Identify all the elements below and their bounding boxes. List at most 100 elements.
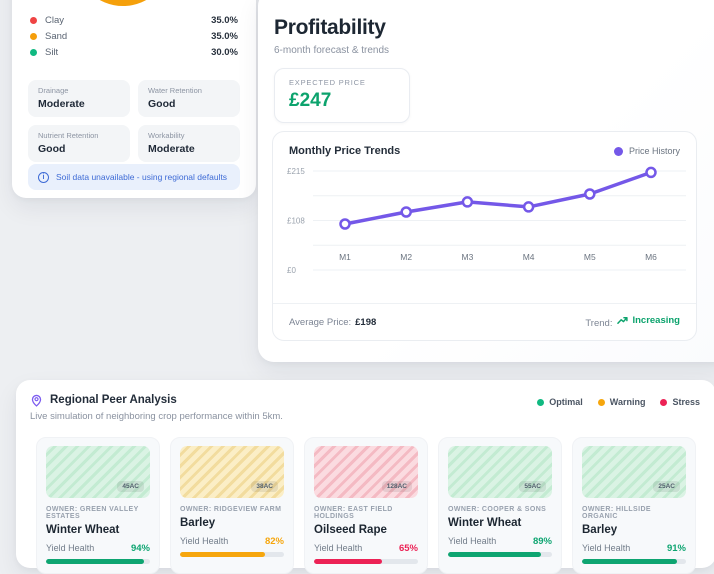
peer-cards-row: 45AC OWNER: GREEN VALLEY ESTATES Winter … (36, 437, 696, 574)
soil-legend: Clay 35.0% Sand 35.0% Silt 30.0% (30, 12, 238, 60)
peer-crop-name: Winter Wheat (46, 524, 120, 536)
field-hatch: 128AC (314, 446, 418, 498)
soil-legend-value: 30.0% (211, 46, 238, 58)
soil-pie-chart (75, 0, 171, 6)
profitability-card: Profitability 6-month forecast & trends … (258, 0, 714, 362)
soil-legend-label: Sand (45, 30, 68, 42)
svg-text:M4: M4 (523, 252, 535, 262)
yield-health-label: Yield Health (180, 536, 229, 546)
yield-bar-fill (314, 559, 382, 564)
soil-legend-item-clay: Clay 35.0% (30, 12, 238, 28)
field-hatch: 25AC (582, 446, 686, 498)
soil-legend-label: Clay (45, 14, 65, 26)
property-value: Good (38, 143, 66, 155)
legend-item-warning: Warning (597, 397, 646, 407)
svg-text:£215: £215 (287, 167, 305, 176)
property-value: Moderate (148, 143, 195, 155)
soil-legend-item-silt: Silt 30.0% (30, 44, 238, 60)
yield-health-label: Yield Health (448, 536, 497, 546)
page-subtitle: 6-month forecast & trends (274, 45, 390, 56)
price-history-dot-icon (613, 146, 623, 156)
soil-legend-label: Silt (45, 46, 59, 58)
peer-crop-name: Barley (180, 517, 216, 529)
yield-bar-track (448, 552, 552, 557)
soil-data-notice: i Soil data unavailable - using regional… (28, 164, 240, 190)
svg-text:M5: M5 (584, 252, 596, 262)
peer-card[interactable]: 55AC OWNER: COOPER & SONS Winter Wheat Y… (438, 437, 562, 574)
svg-text:M1: M1 (339, 252, 351, 262)
average-price-value: £198 (355, 316, 377, 328)
map-pin-icon (31, 394, 42, 407)
property-water-retention: Water Retention Good (138, 80, 240, 117)
yield-percent: 94% (130, 543, 150, 554)
peer-card[interactable]: 38AC OWNER: RIDGEVIEW FARM Barley Yield … (170, 437, 294, 574)
yield-bar-fill (180, 552, 266, 557)
yield-percent: 65% (398, 543, 418, 554)
acreage-badge: 128AC (381, 481, 412, 492)
svg-text:£108: £108 (287, 216, 305, 225)
info-icon: i (38, 171, 49, 183)
yield-percent: 89% (532, 536, 552, 547)
expected-price-label: EXPECTED PRICE (289, 78, 366, 87)
yield-bar-fill (582, 559, 677, 564)
legend-item-optimal: Optimal (537, 397, 583, 407)
acreage-badge: 55AC (519, 481, 546, 492)
status-legend: Optimal Warning Stress (537, 397, 700, 407)
soil-properties-grid: Drainage Moderate Water Retention Good N… (28, 80, 240, 162)
property-label: Workability (148, 131, 185, 140)
property-label: Drainage (38, 86, 69, 95)
trend-label: Trend: (585, 318, 613, 329)
silt-dot-icon (30, 48, 37, 56)
monthly-price-trends-card: Monthly Price Trends Price History £0 £10… (272, 131, 697, 341)
soil-legend-value: 35.0% (211, 30, 238, 42)
trend-value: Increasing (632, 315, 680, 326)
property-value: Good (148, 98, 176, 110)
soil-legend-item-sand: Sand 35.0% (30, 28, 238, 44)
peer-crop-name: Winter Wheat (448, 517, 522, 529)
yield-bar-track (180, 552, 284, 557)
peer-owner: OWNER: COOPER & SONS (448, 506, 547, 513)
price-trend-line-chart: £0 £108 £215 M1 M2 M3 M4 M5 M6 (287, 166, 686, 275)
regional-peer-analysis-card: Regional Peer Analysis Live simulation o… (16, 380, 714, 574)
peer-owner: OWNER: EAST FIELD HOLDINGS (314, 506, 393, 520)
svg-text:£0: £0 (287, 266, 296, 275)
peer-owner: OWNER: RIDGEVIEW FARM (180, 506, 282, 513)
trend-indicator: Trend: Increasing (585, 315, 680, 329)
property-drainage: Drainage Moderate (28, 80, 130, 117)
peer-card[interactable]: 128AC OWNER: EAST FIELD HOLDINGS Oilseed… (304, 437, 428, 574)
yield-bar-track (314, 559, 418, 564)
soil-composition-card: Clay 35.0% Sand 35.0% Silt 30.0% Drainag… (12, 0, 256, 198)
peer-owner: OWNER: GREEN VALLEY ESTATES (46, 506, 139, 520)
average-price: Average Price: £198 (289, 317, 376, 328)
peer-owner: OWNER: HILLSIDE ORGANIC (582, 506, 651, 520)
property-workability: Workability Moderate (138, 125, 240, 162)
svg-text:M2: M2 (400, 252, 412, 262)
yield-bar-track (46, 559, 150, 564)
peer-card[interactable]: 45AC OWNER: GREEN VALLEY ESTATES Winter … (36, 437, 160, 574)
page-title: Profitability (274, 16, 386, 39)
legend-label: Warning (609, 397, 646, 407)
stress-dot-icon (660, 398, 668, 406)
svg-text:M6: M6 (645, 252, 657, 262)
yield-percent: 82% (264, 536, 284, 547)
expected-price-box: EXPECTED PRICE £247 (274, 68, 410, 123)
yield-health-label: Yield Health (314, 543, 363, 553)
optimal-dot-icon (537, 398, 545, 406)
clay-dot-icon (30, 16, 37, 24)
acreage-badge: 38AC (251, 481, 278, 492)
peer-card[interactable]: 25AC OWNER: HILLSIDE ORGANIC Barley Yiel… (572, 437, 696, 574)
field-hatch: 55AC (448, 446, 552, 498)
trending-up-icon (617, 317, 629, 324)
section-title: Regional Peer Analysis (50, 394, 177, 406)
chart-title: Monthly Price Trends (289, 145, 401, 157)
soil-legend-value: 35.0% (211, 14, 238, 26)
yield-bar-fill (46, 559, 144, 564)
legend-item-stress: Stress (660, 397, 700, 407)
acreage-badge: 25AC (653, 481, 680, 492)
svg-text:M3: M3 (461, 252, 473, 262)
section-subtitle: Live simulation of neighboring crop perf… (30, 411, 283, 422)
sand-dot-icon (30, 32, 37, 40)
peer-crop-name: Barley (582, 524, 618, 536)
yield-percent: 91% (666, 543, 686, 554)
property-value: Moderate (38, 98, 85, 110)
